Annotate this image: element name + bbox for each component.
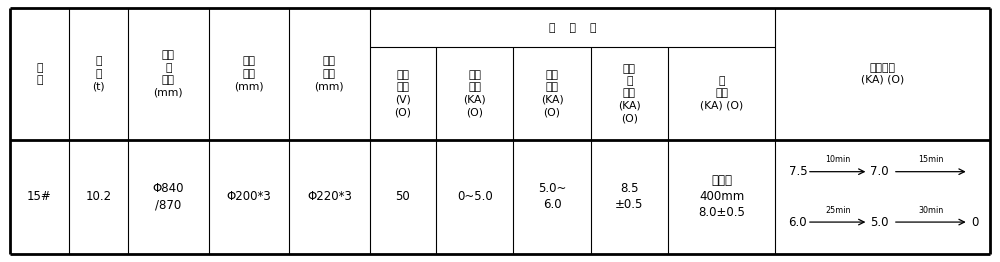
Text: 5.0~
6.0: 5.0~ 6.0 [538,182,566,211]
Text: 精炼
电流
(KA)
(O): 精炼 电流 (KA) (O) [541,70,563,117]
Text: 距锭高
400mm
8.0±0.5: 距锭高 400mm 8.0±0.5 [698,174,745,219]
Text: 结晶
器
组别
(mm): 结晶 器 组别 (mm) [154,50,183,97]
Text: 炉
台: 炉 台 [36,63,43,85]
Text: Φ200*3: Φ200*3 [226,190,271,203]
Text: 石墨
电极
(mm): 石墨 电极 (mm) [234,56,264,91]
Text: 金属
电极
(mm): 金属 电极 (mm) [315,56,344,91]
Text: 7.5: 7.5 [789,165,807,178]
Text: 5.0: 5.0 [870,216,889,228]
Text: 电    制    度: 电 制 度 [549,23,596,33]
Text: 6.0: 6.0 [789,216,807,228]
Text: 0~5.0: 0~5.0 [457,190,493,203]
Text: 7.0: 7.0 [870,165,889,178]
Text: 引弧
电压
(V)
(O): 引弧 电压 (V) (O) [394,70,411,117]
Text: 15#: 15# [27,190,52,203]
Text: Φ220*3: Φ220*3 [307,190,352,203]
Text: Φ840
/870: Φ840 /870 [153,182,184,211]
Text: 10min: 10min [825,155,850,164]
Text: 0: 0 [972,216,979,228]
Text: 造渣
电流
(KA)
(O): 造渣 电流 (KA) (O) [463,70,486,117]
Text: 25min: 25min [825,206,850,215]
Text: 30min: 30min [918,206,943,215]
Text: 50: 50 [395,190,410,203]
Text: 提工
艺
电流
(KA)
(O): 提工 艺 电流 (KA) (O) [618,64,641,123]
Text: 15min: 15min [918,155,943,164]
Text: 锭
重
(t): 锭 重 (t) [92,56,105,91]
Text: 10.2: 10.2 [85,190,112,203]
Text: 8.5
±0.5: 8.5 ±0.5 [615,182,644,211]
Text: 补缩制度
(KA) (O): 补缩制度 (KA) (O) [861,63,904,85]
Text: 降
电流
(KA) (O): 降 电流 (KA) (O) [700,76,743,111]
